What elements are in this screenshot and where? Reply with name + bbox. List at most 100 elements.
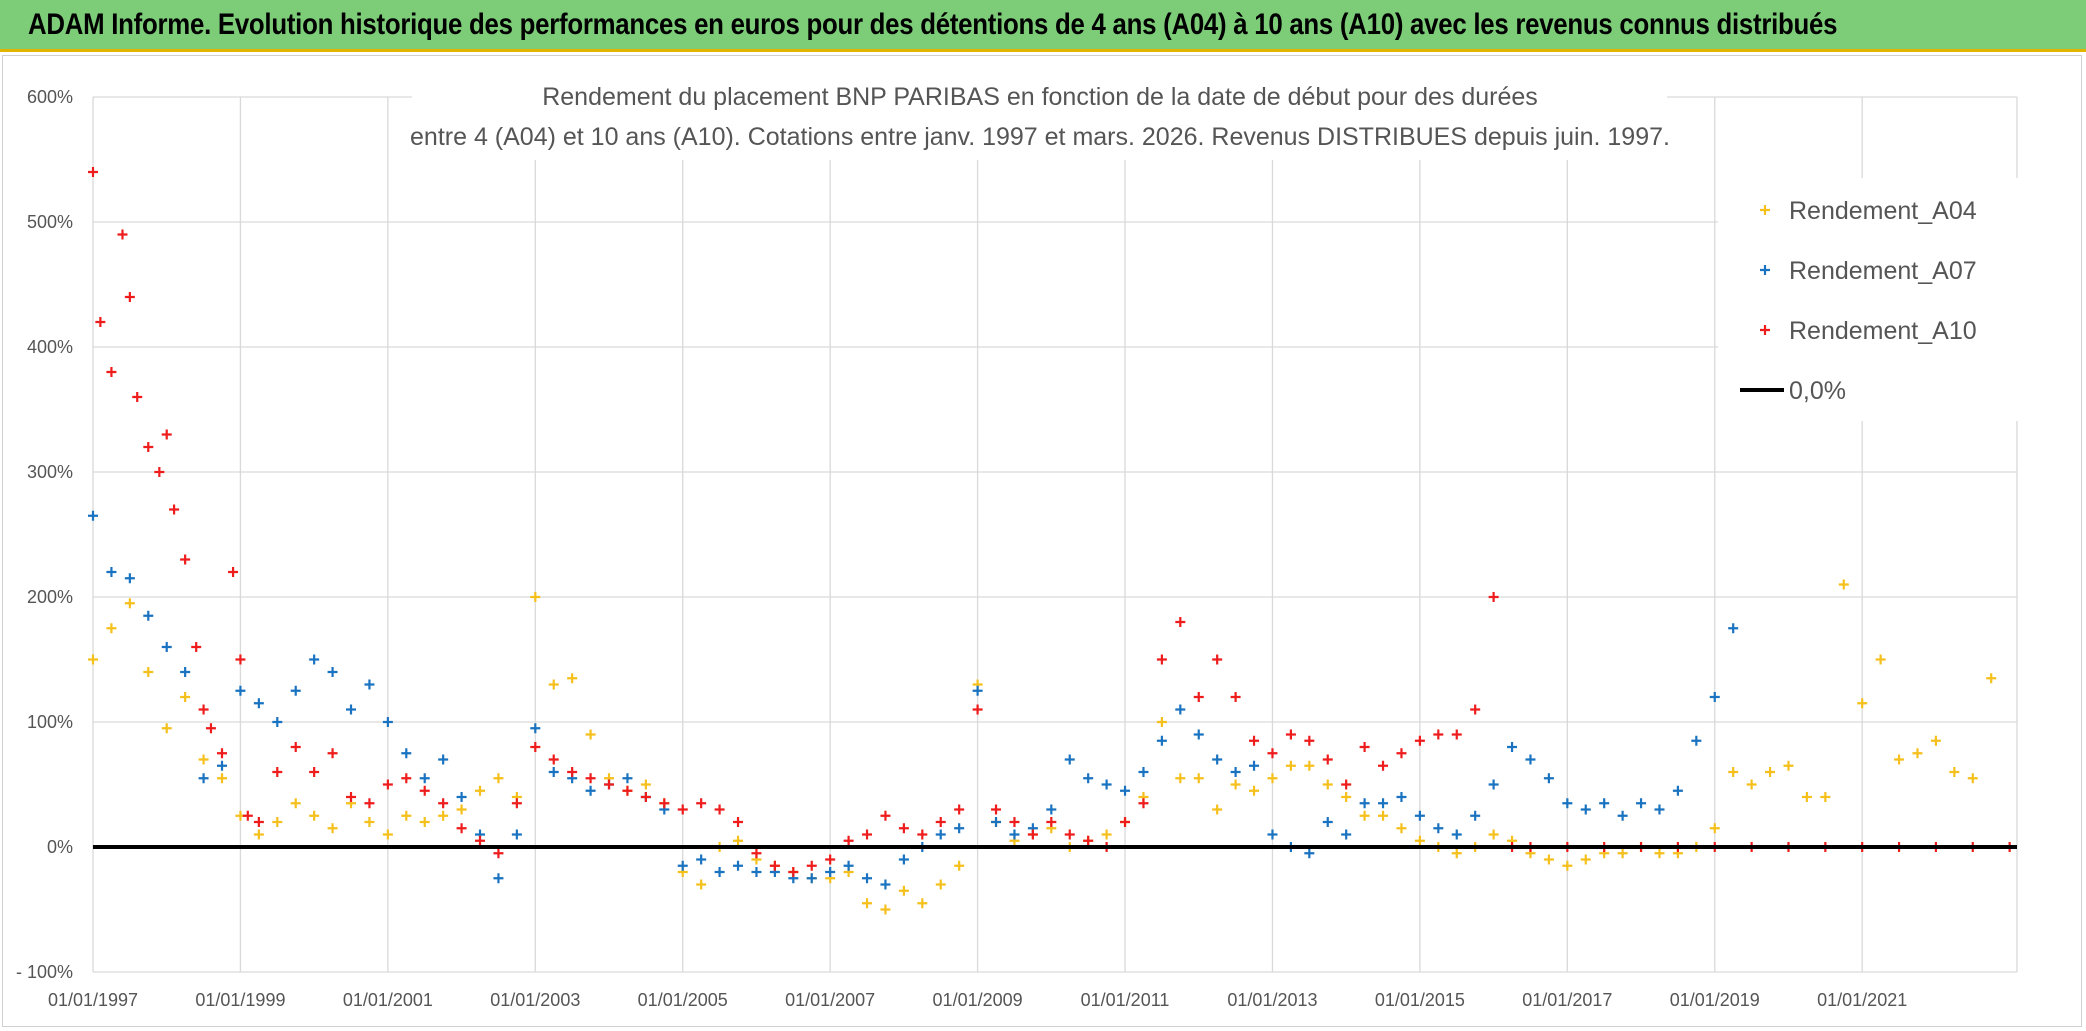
point-a10 <box>143 442 154 452</box>
point-a04 <box>1654 848 1665 859</box>
point-a04 <box>456 804 467 815</box>
chart-title-line-2: entre 4 (A04) et 10 ans (A10). Cotations… <box>410 123 1670 151</box>
point-a04 <box>253 829 264 840</box>
legend-marker-a10 <box>1760 325 1770 335</box>
legend-label-a10: Rendement_A10 <box>1789 317 1977 345</box>
point-a07 <box>954 823 965 834</box>
point-a10 <box>272 767 283 777</box>
point-a10 <box>1249 735 1260 746</box>
point-a10 <box>548 754 559 765</box>
point-a10 <box>1414 735 1425 746</box>
x-tick-label: 01/01/2021 <box>1817 990 1907 1010</box>
point-a04 <box>438 810 449 821</box>
point-a10 <box>228 567 239 577</box>
chart-title-line-1: Rendement du placement BNP PARIBAS en fo… <box>542 83 1538 111</box>
point-a07 <box>272 717 283 727</box>
point-a10 <box>235 654 246 665</box>
point-a04 <box>1285 760 1296 771</box>
point-a07 <box>419 773 430 784</box>
point-a07 <box>1083 773 1094 784</box>
point-a10 <box>1230 692 1241 702</box>
legend-marker-a04 <box>1760 205 1770 215</box>
point-a10 <box>217 748 228 759</box>
point-a04 <box>217 773 228 784</box>
point-a04 <box>567 673 578 684</box>
point-a10 <box>124 292 135 302</box>
point-a07 <box>1267 829 1278 840</box>
point-a07 <box>1470 810 1481 821</box>
point-a10 <box>1175 617 1186 627</box>
point-a07 <box>1543 773 1554 784</box>
point-a07 <box>1138 767 1149 777</box>
x-axis: 01/01/1997 01/01/1999 01/01/2001 01/01/2003… <box>48 990 1907 1010</box>
point-a07 <box>161 642 172 652</box>
point-a07 <box>677 860 688 871</box>
point-a04 <box>1820 792 1831 802</box>
point-a07 <box>253 698 264 709</box>
point-a07 <box>733 860 744 871</box>
x-tick-label: 01/01/2001 <box>343 990 433 1010</box>
x-tick-label: 01/01/2011 <box>1081 990 1170 1010</box>
y-tick-label: 400% <box>27 337 73 357</box>
point-a04 <box>1783 760 1794 771</box>
legend-label-a04: Rendement_A04 <box>1789 197 1977 225</box>
point-a07 <box>1322 817 1333 827</box>
point-a04 <box>88 654 98 665</box>
point-a07 <box>1617 810 1628 821</box>
legend-box <box>1718 178 2020 421</box>
point-a10 <box>1064 829 1075 840</box>
point-a04 <box>1894 754 1905 765</box>
point-a04 <box>1451 848 1462 859</box>
point-a10 <box>438 798 449 809</box>
point-a04 <box>364 817 375 827</box>
point-a07 <box>880 879 891 890</box>
point-a10 <box>1138 798 1149 809</box>
point-a04 <box>161 723 172 734</box>
point-a07 <box>1580 804 1591 815</box>
point-a04 <box>1414 835 1425 846</box>
point-a04 <box>1212 804 1223 815</box>
point-a07 <box>309 654 320 665</box>
point-a04 <box>1396 823 1407 834</box>
point-a07 <box>364 679 375 690</box>
point-a07 <box>1175 704 1186 715</box>
point-a10 <box>198 704 209 715</box>
point-a07 <box>1599 798 1610 809</box>
point-a07 <box>1636 798 1647 809</box>
point-a10 <box>991 804 1002 815</box>
point-a10 <box>309 767 320 777</box>
point-a07 <box>585 785 596 796</box>
point-a10 <box>1322 754 1333 765</box>
point-a07 <box>1654 804 1665 815</box>
point-a10 <box>511 798 522 809</box>
point-a04 <box>1488 829 1499 840</box>
point-a04 <box>1875 654 1886 665</box>
point-a04 <box>493 773 504 784</box>
point-a04 <box>1543 854 1554 865</box>
y-axis: - 100% 0% 100% 200% 300% 400% 500% 600% <box>16 87 73 982</box>
point-a07 <box>1451 829 1462 840</box>
point-a10 <box>132 392 143 402</box>
point-a04 <box>290 798 301 809</box>
point-a10 <box>1396 748 1407 759</box>
point-a07 <box>143 610 154 621</box>
point-a07 <box>511 829 522 840</box>
point-a07 <box>198 773 209 784</box>
point-a04 <box>935 879 946 890</box>
point-a10 <box>1120 817 1131 827</box>
x-tick-label: 01/01/2015 <box>1375 990 1465 1010</box>
point-a04 <box>1728 767 1739 777</box>
point-a04 <box>917 898 928 909</box>
point-a07 <box>1101 779 1112 790</box>
point-a04 <box>1359 810 1370 821</box>
x-tick-label: 01/01/2005 <box>638 990 728 1010</box>
chart-points <box>88 167 2015 915</box>
point-a07 <box>1064 754 1075 765</box>
point-a07 <box>548 767 559 777</box>
point-a07 <box>456 792 467 802</box>
point-a10 <box>1267 748 1278 759</box>
point-a04 <box>1230 779 1241 790</box>
point-a10 <box>95 317 106 327</box>
point-a07 <box>124 573 135 584</box>
